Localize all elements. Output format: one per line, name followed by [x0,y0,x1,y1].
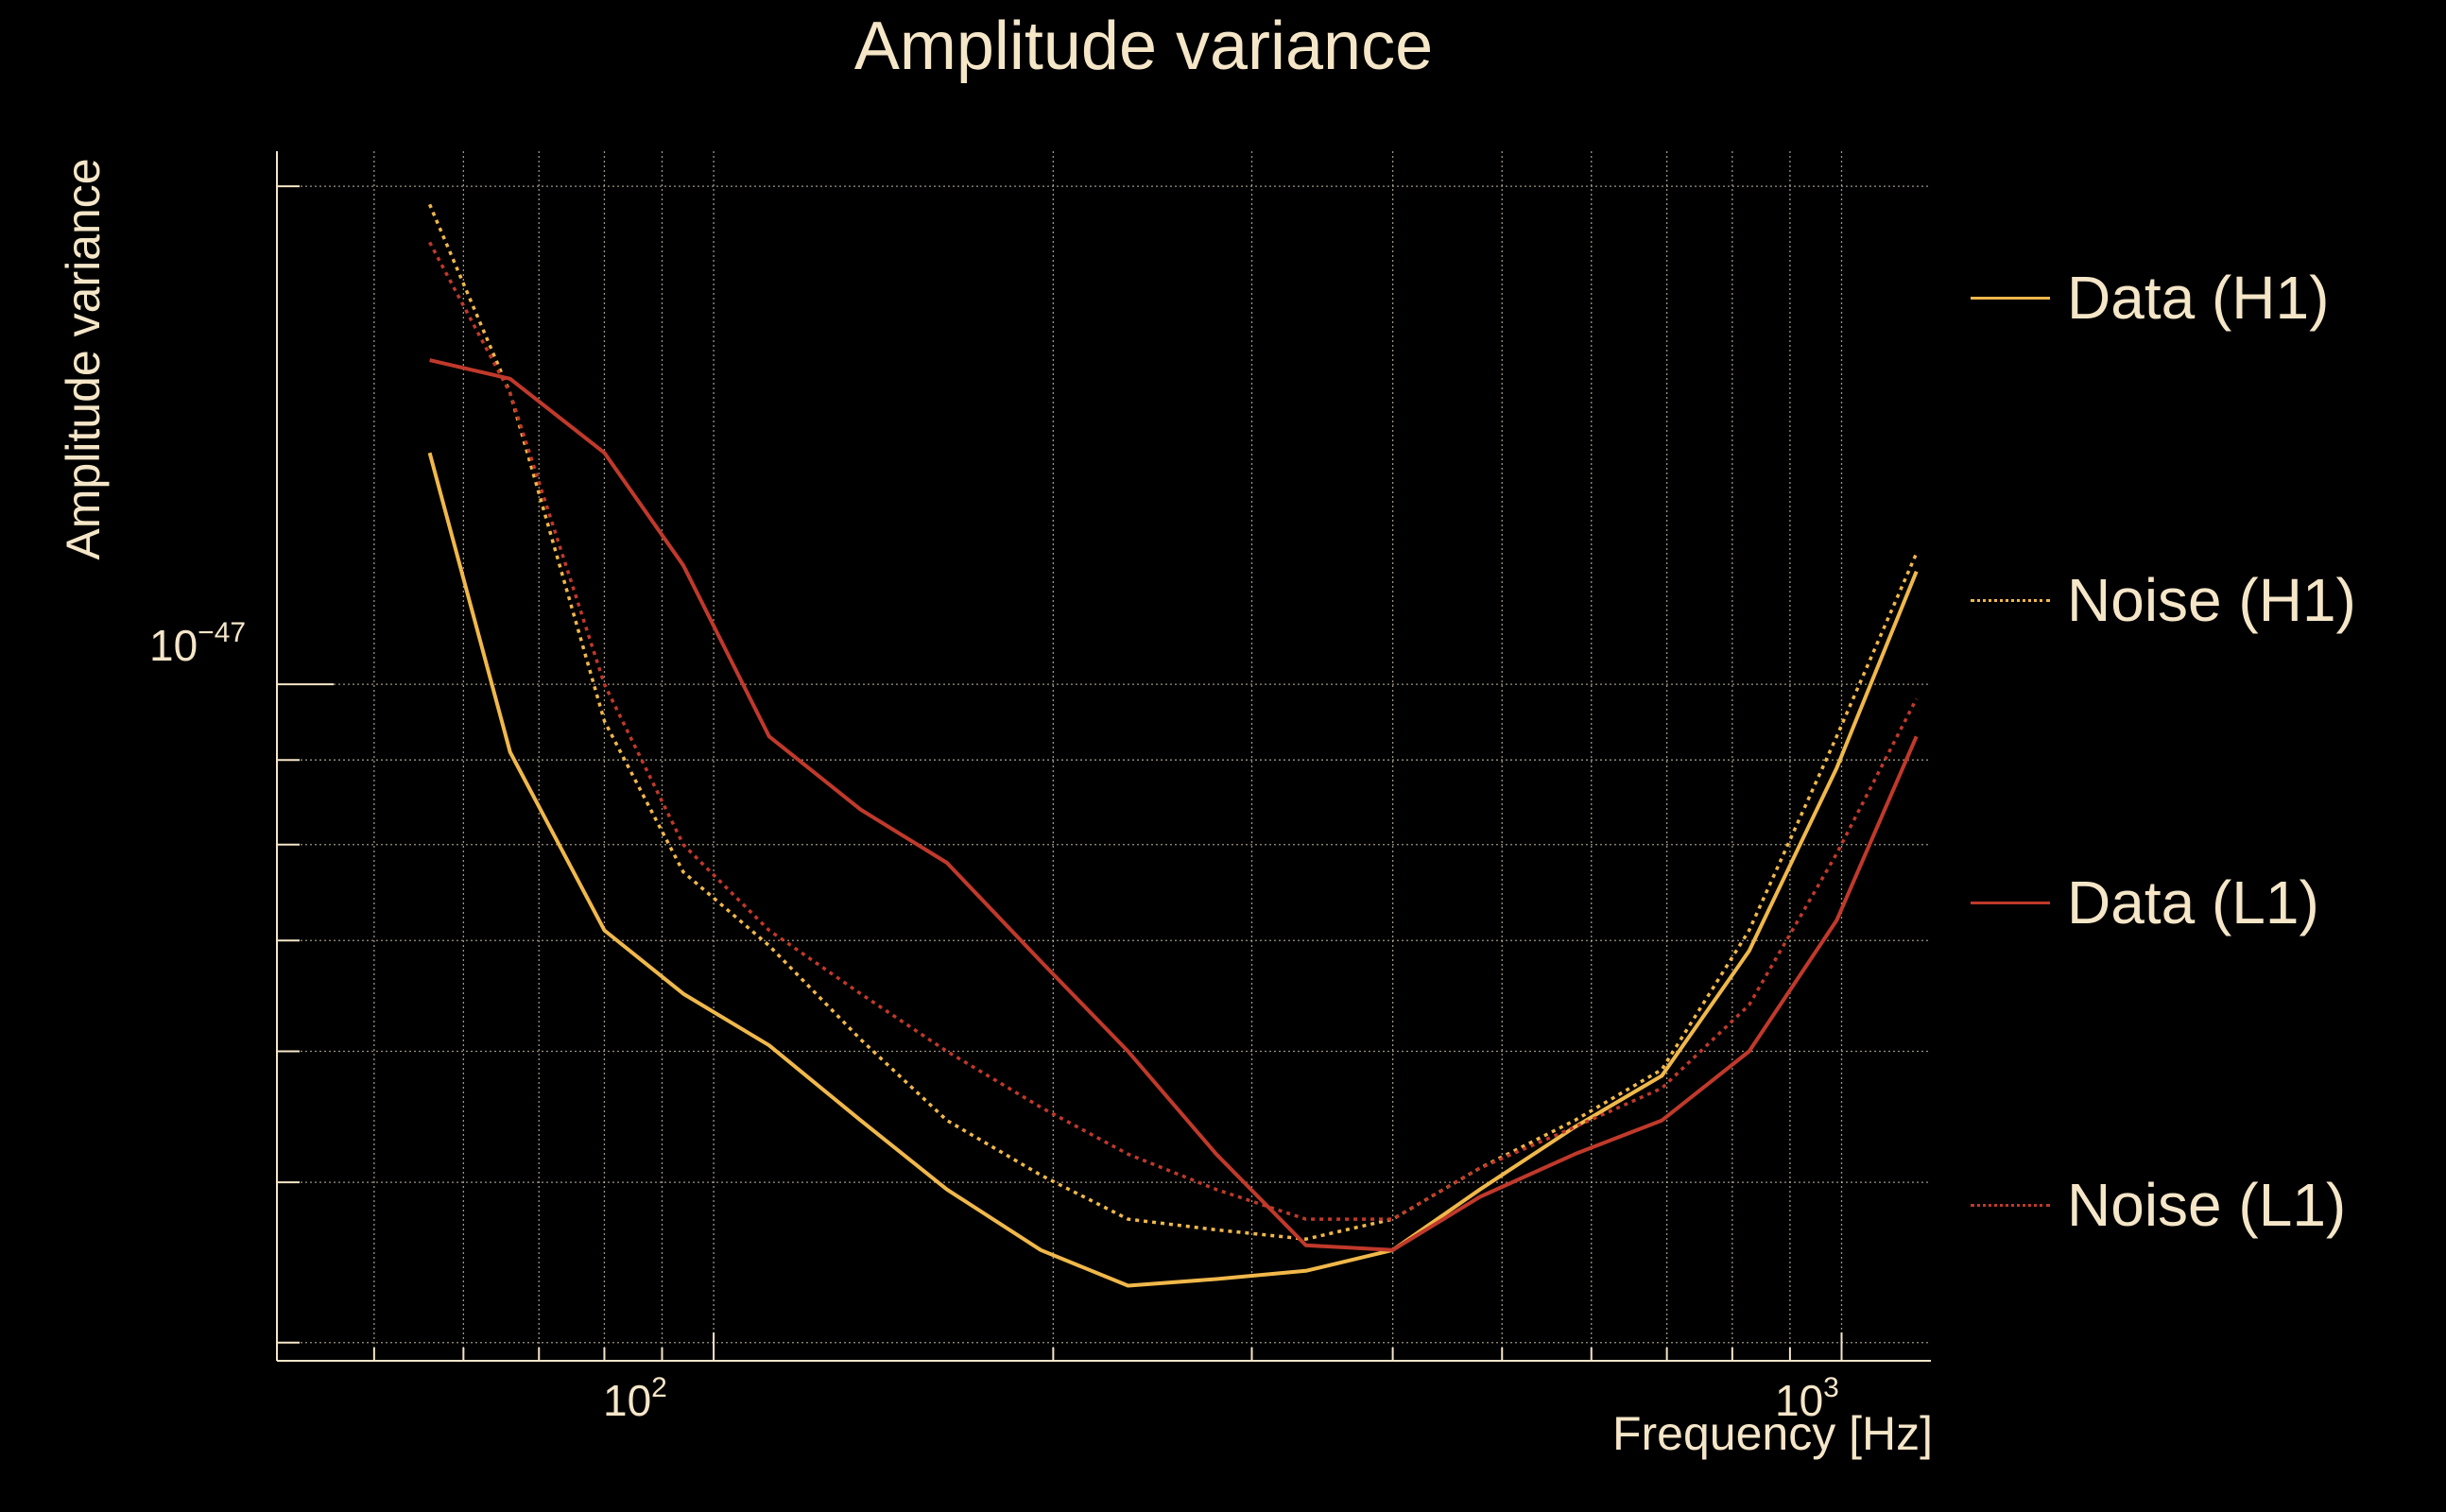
legend-swatch-noise-l1 [1971,1203,2050,1207]
legend-swatch-noise-h1 [1971,598,2050,602]
y-tick-label-1e-47: 10−47 [149,616,247,670]
series-lines [427,203,1919,1288]
legend-label-data-l1: Data (L1) [2067,868,2319,936]
legend-item-noise-l1: Noise (L1) [1971,1167,2346,1243]
series-line-noise-l1 [428,241,1919,1221]
legend-label-data-h1: Data (H1) [2067,264,2330,332]
legend-item-data-h1: Data (H1) [1971,260,2329,335]
legend-item-data-l1: Data (L1) [1971,865,2319,940]
legend-swatch-data-l1 [1971,901,2050,904]
chart-title: Amplitude variance [853,9,1434,84]
legend-label-noise-h1: Noise (H1) [2067,566,2356,634]
legend-swatch-data-h1 [1971,296,2050,300]
x-tick-label-100: 102 [603,1371,667,1425]
axes [276,151,1931,1362]
legend-item-noise-h1: Noise (H1) [1971,562,2356,638]
grid-lines [277,151,1931,1361]
x-tick-label-1000: 103 [1775,1371,1839,1425]
x-axis-label: Frequency [Hz] [1611,1407,1933,1460]
series-line-noise-h1 [427,203,1919,1241]
legend-label-noise-l1: Noise (L1) [2067,1171,2347,1239]
series-line-data-h1 [427,452,1919,1288]
series-line-data-l1 [429,358,1919,1252]
